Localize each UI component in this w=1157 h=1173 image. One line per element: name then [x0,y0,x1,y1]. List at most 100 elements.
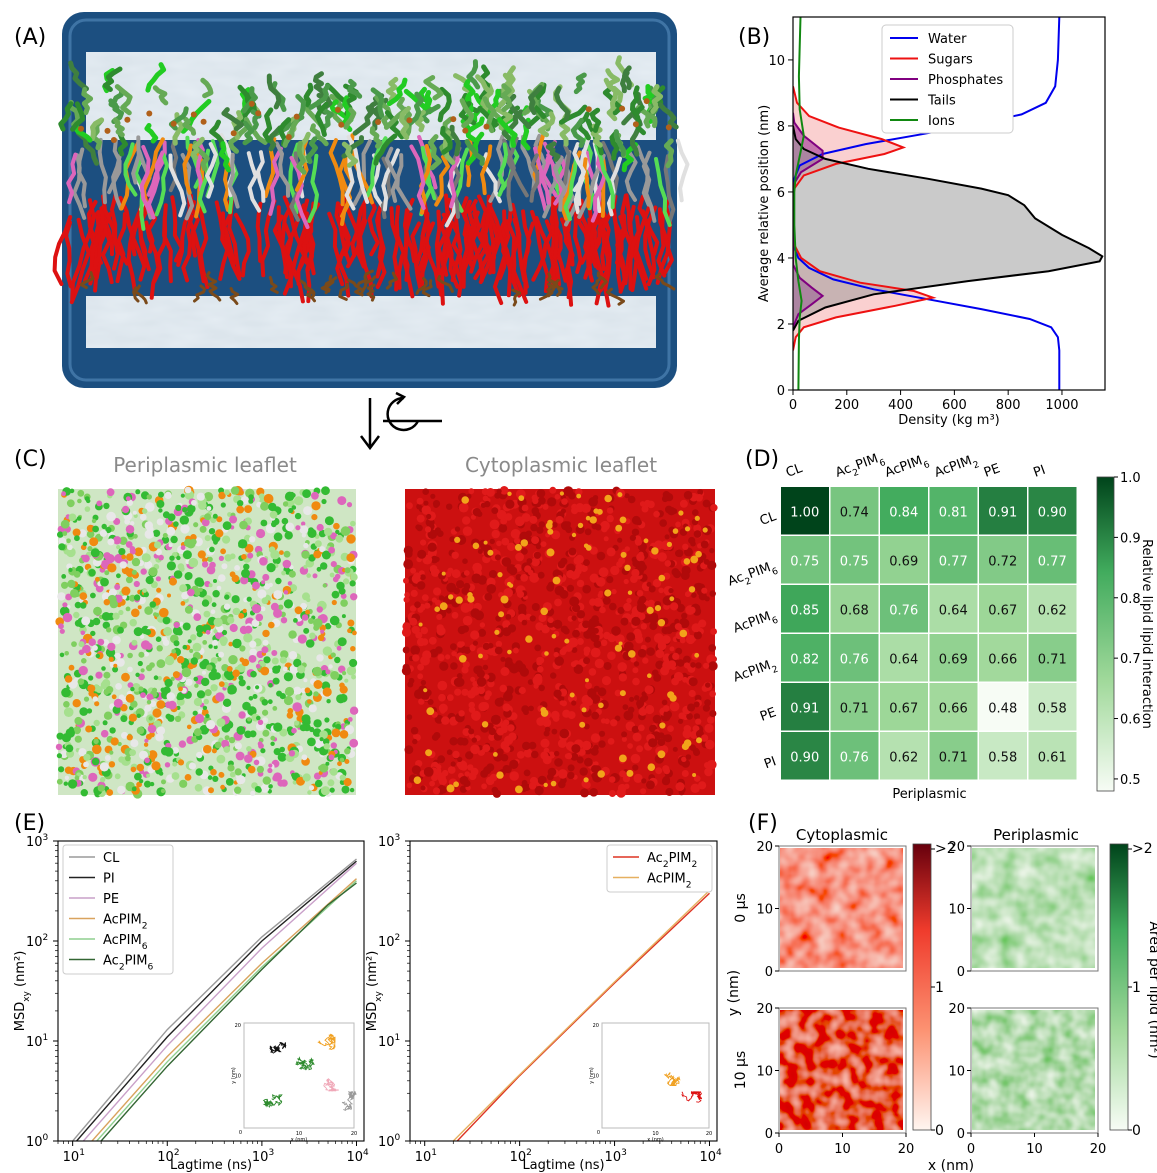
lipid-chain [466,59,481,90]
panel-letter-e: (E) [14,811,45,836]
lipid-bead [459,776,469,785]
lipid-bead [318,765,324,771]
lipid-bead [693,530,702,538]
lipid-bead [202,640,208,645]
lipid-chain [520,134,537,193]
lipid-bead [517,603,527,613]
lipid-bead [624,641,634,652]
lipid-bead [606,507,614,514]
lipid-bead [234,742,242,750]
lipid-bead [194,580,201,586]
lipid-bead [582,584,591,594]
lipid-bead [657,552,667,562]
x-axis-label: x (nm) [928,1158,974,1173]
lipid-bead [136,726,145,735]
density-line-phosphates [793,112,825,328]
lipid-bead [156,645,163,652]
lipid-bead [155,576,161,582]
lipid-bead [472,640,478,646]
lipid-bead [536,657,543,664]
lipid-bead [181,667,192,678]
lipid-bead [580,788,589,798]
lower-water-texture [86,296,656,348]
lipid-chain [369,126,383,149]
lipid-bead [221,563,228,570]
x-tick-label: 101 [63,1148,85,1165]
lipid-bead [79,707,88,716]
inset-tick-label: 10 [652,1131,658,1137]
lipid-bead [499,684,508,693]
lipid-bead [463,582,471,590]
lipid-bead [61,574,67,579]
lipid-bead [134,772,142,781]
lipid-chain [373,133,398,166]
lipid-bead [410,726,419,735]
lipid-bead [140,668,145,673]
lipid-bead [496,727,505,736]
lipid-bead-minor [507,491,512,496]
lipid-bead [630,575,638,583]
lipid-bead [462,516,471,525]
lipid-bead [193,537,203,547]
lipid-bead-minor [551,633,557,639]
lipid-bead [433,587,442,596]
lipid-bead [691,623,701,633]
lipid-bead [403,577,409,584]
lipid-chain [559,217,574,300]
lipid-bead-minor [515,785,523,794]
lipid-bead [144,757,150,764]
lipid-bead [228,736,236,744]
lipid-bead [331,590,340,599]
lipid-bead [646,647,655,656]
lipid-bead [302,489,311,498]
lipid-bead [701,587,708,594]
lipid-bead [99,529,107,537]
lipid-bead [227,764,235,772]
lipid-bead [162,533,168,538]
x-tick-label: 1000 [1045,398,1078,413]
lipid-bead [709,590,716,597]
lipid-bead [153,675,159,680]
lipid-bead [488,733,496,741]
lipid-bead [710,628,717,635]
lipid-bead-minor [667,691,675,699]
trajectory-path [663,1072,681,1087]
heatmap-cell [979,732,1027,780]
ion-bead [255,110,262,117]
lipid-bead [462,615,473,626]
lipid-bead [146,525,154,533]
lipid-bead [138,673,145,681]
ion-bead [665,124,672,131]
heatmap-cell [979,487,1027,535]
inset-axis-label: x (nm) [647,1137,664,1143]
lipid-bead [206,565,216,575]
lipid-bead [657,738,666,746]
lipid-bead [529,572,540,583]
lipid-bead [427,699,434,705]
lipid-bead [688,536,696,545]
lipid-bead [681,770,689,777]
lipid-bead [262,709,269,716]
lipid-bead [85,725,93,733]
lipid-bead [83,761,89,768]
lipid-bead [206,720,216,730]
lipid-bead [220,548,227,555]
lipid-chain [449,124,462,157]
lipid-bead [449,719,456,726]
lipid-bead [273,590,283,600]
lipid-bead [288,570,296,578]
lipid-bead [462,728,471,737]
lipid-bead [279,550,284,555]
lipid-bead [297,634,307,644]
lipid-bead [519,531,529,541]
lipid-bead [644,685,654,695]
lipid-chain [218,141,231,173]
heatmap-cell [979,683,1027,731]
lipid-chain [422,90,433,115]
lipid-bead [491,507,499,514]
lipid-bead [58,537,67,546]
lipid-bead [349,787,355,793]
lipid-bead [279,746,286,753]
